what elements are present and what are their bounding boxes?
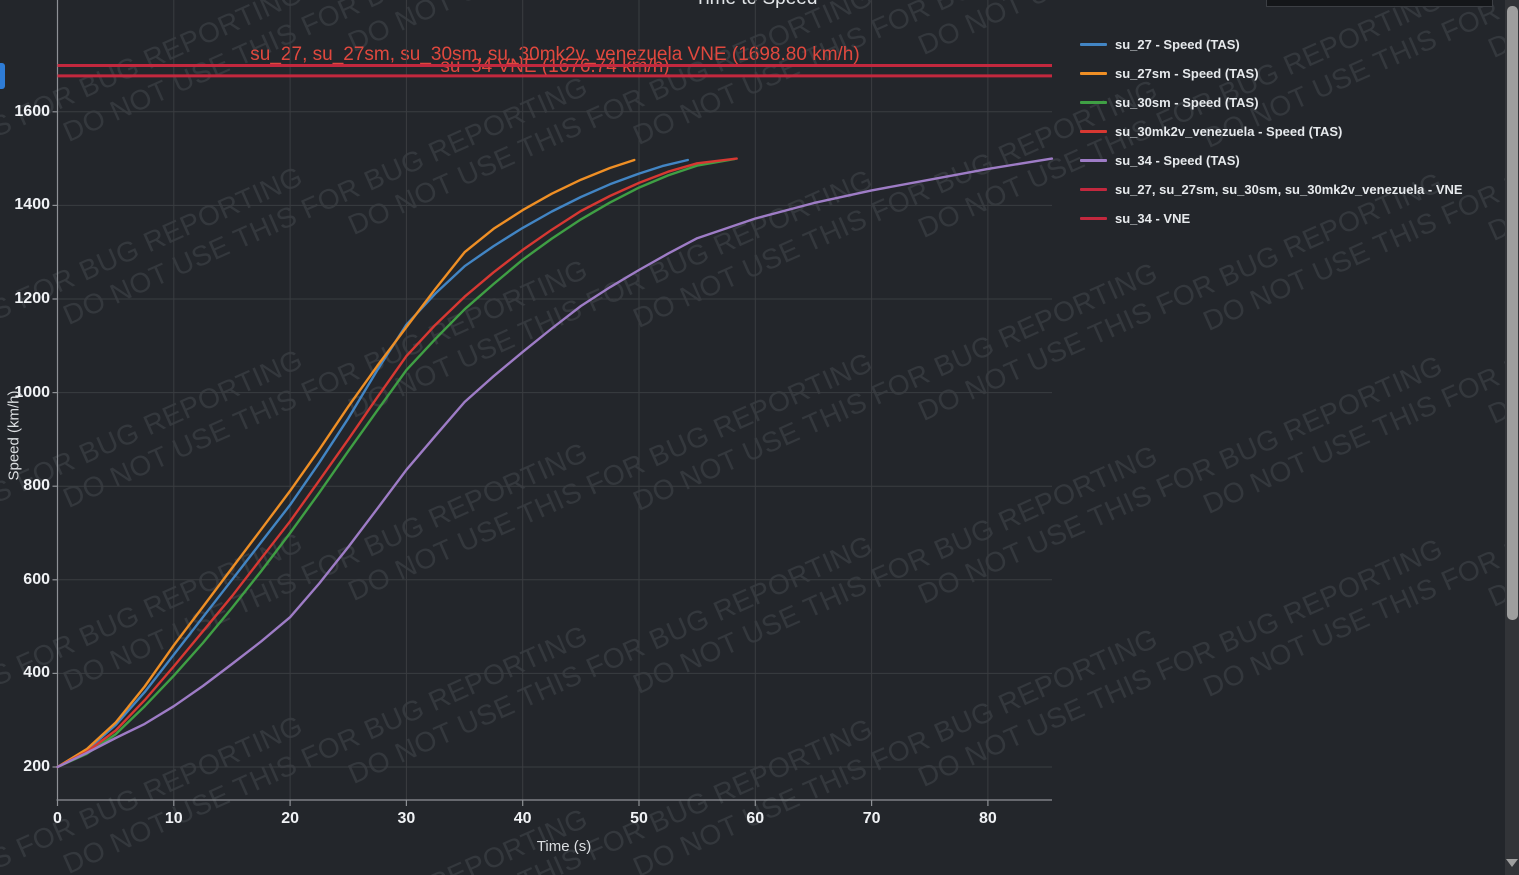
legend-label: su_34 - VNE	[1115, 211, 1191, 226]
legend-item-3[interactable]: su_30mk2v_venezuela - Speed (TAS)	[1080, 117, 1463, 146]
legend-item-6[interactable]: su_34 - VNE	[1080, 204, 1463, 233]
top-panel-remnant	[1266, 0, 1493, 7]
legend-swatch-icon	[1080, 188, 1107, 191]
legend-label: su_27sm - Speed (TAS)	[1115, 66, 1259, 81]
x-axis-title: Time (s)	[536, 838, 592, 855]
series-curve-4	[56, 157, 1054, 769]
series-curve-1	[56, 158, 636, 769]
vne-annotation-group: su_27, su_27sm, su_30sm, su_30mk2v_venez…	[250, 44, 860, 65]
legend-label: su_34 - Speed (TAS)	[1115, 153, 1240, 168]
legend-label: su_30sm - Speed (TAS)	[1115, 95, 1259, 110]
legend-item-5[interactable]: su_27, su_27sm, su_30sm, su_30mk2v_venez…	[1080, 175, 1463, 204]
legend-swatch-icon	[1080, 159, 1107, 162]
scrollbar-thumb[interactable]	[1507, 6, 1518, 620]
scrollbar-down-arrow-icon[interactable]	[1506, 859, 1518, 867]
chart-title: Time to Speed	[686, 0, 826, 9]
legend-swatch-icon	[1080, 101, 1107, 104]
legend-swatch-icon	[1080, 43, 1107, 46]
legend-swatch-icon	[1080, 130, 1107, 133]
legend-item-4[interactable]: su_34 - Speed (TAS)	[1080, 146, 1463, 175]
legend-item-0[interactable]: su_27 - Speed (TAS)	[1080, 30, 1463, 59]
series-curve-2	[56, 157, 736, 769]
legend-label: su_30mk2v_venezuela - Speed (TAS)	[1115, 124, 1343, 139]
side-drawer-handle[interactable]	[0, 63, 5, 89]
y-axis-title: Speed (km/h)	[5, 390, 23, 481]
series-curve-3	[56, 157, 738, 769]
legend-item-1[interactable]: su_27sm - Speed (TAS)	[1080, 59, 1463, 88]
legend-swatch-icon	[1080, 72, 1107, 75]
legend: su_27 - Speed (TAS) su_27sm - Speed (TAS)…	[1080, 30, 1463, 233]
legend-label: su_27, su_27sm, su_30sm, su_30mk2v_venez…	[1115, 182, 1463, 197]
series-curve-0	[56, 158, 689, 769]
legend-swatch-icon	[1080, 217, 1107, 220]
legend-item-2[interactable]: su_30sm - Speed (TAS)	[1080, 88, 1463, 117]
legend-label: su_27 - Speed (TAS)	[1115, 37, 1240, 52]
